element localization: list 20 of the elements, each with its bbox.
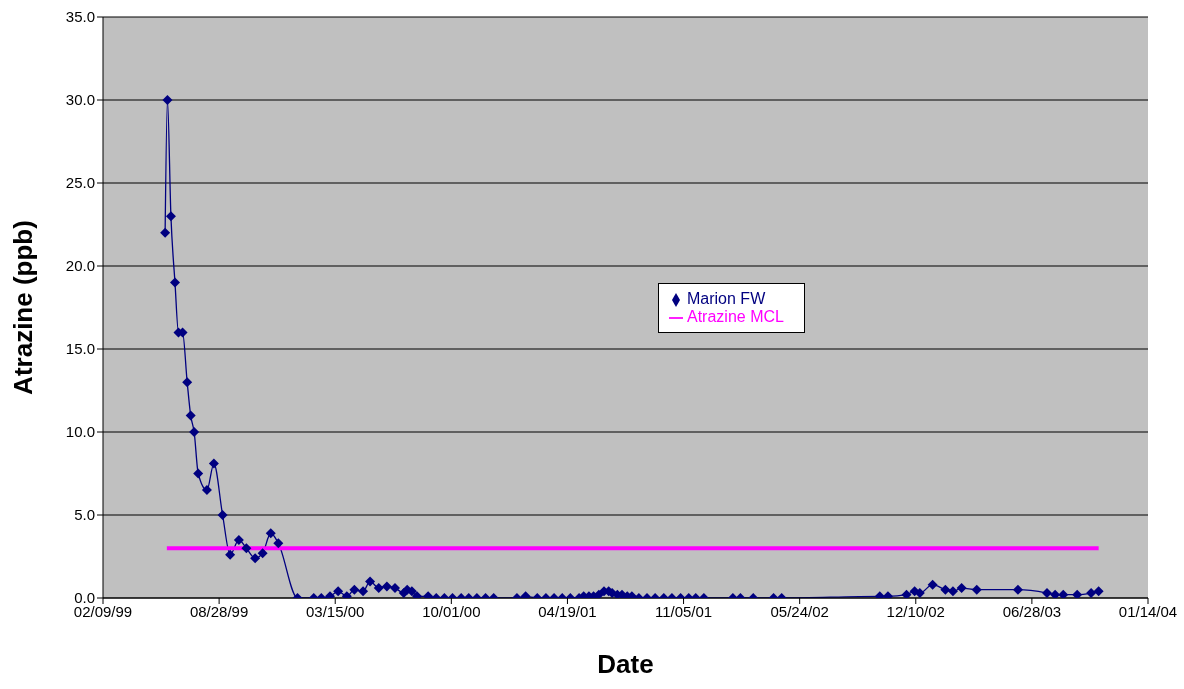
y-tick-label: 10.0 (65, 423, 95, 441)
x-tick-label: 08/28/99 (189, 602, 249, 620)
x-tick-label: 01/14/04 (1118, 602, 1178, 620)
legend-label: Atrazine MCL (687, 308, 784, 325)
y-tick-label: 35.0 (65, 8, 95, 26)
x-axis-title: Date (597, 649, 654, 679)
legend-label: Marion FW (687, 290, 766, 307)
y-tick-label: 30.0 (65, 91, 95, 109)
x-tick-label: 06/28/03 (1002, 602, 1062, 620)
x-tick-label: 10/01/00 (422, 602, 481, 620)
x-tick-label: 03/15/00 (306, 602, 365, 620)
y-axis-title: Atrazine (ppb) (8, 220, 39, 395)
x-tick-label: 05/24/02 (770, 602, 829, 620)
x-tick-label: 11/05/01 (654, 602, 713, 620)
y-tick-label: 15.0 (65, 340, 95, 358)
y-tick-label: 25.0 (65, 174, 95, 192)
x-tick-label: 12/10/02 (886, 602, 945, 620)
x-tick-label: 04/19/01 (538, 602, 597, 620)
y-tick-label: 20.0 (65, 257, 95, 275)
y-tick-label: 5.0 (74, 506, 95, 524)
